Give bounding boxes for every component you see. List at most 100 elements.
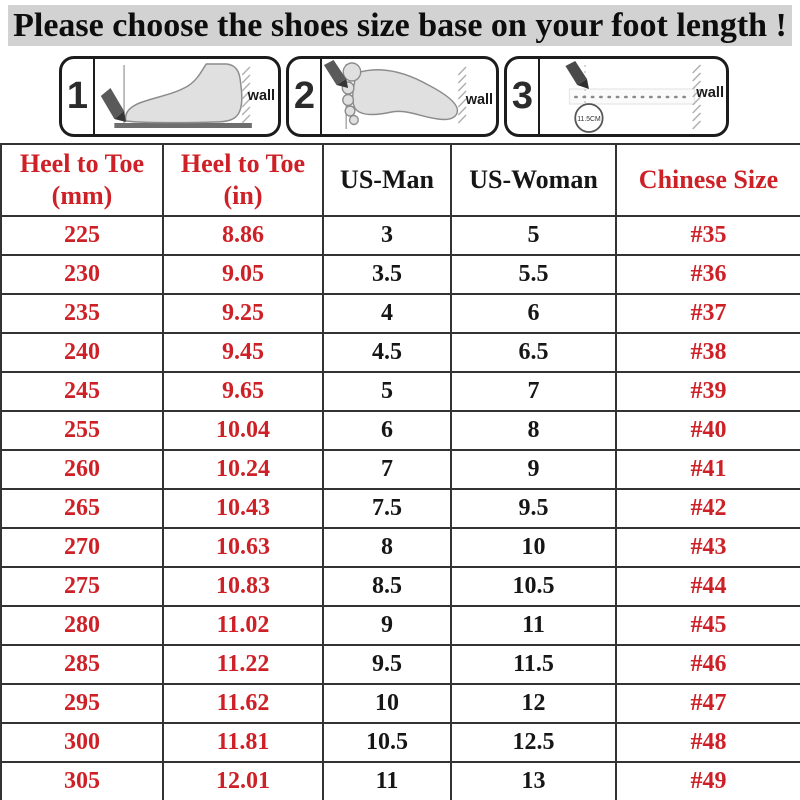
table-row: 305 12.01 11 13 #49 [0, 761, 800, 800]
cell-mm: 245 [0, 371, 164, 412]
header-us-woman: US-Woman [450, 143, 617, 217]
measure-circle [574, 103, 604, 133]
cell-cn: #35 [615, 215, 800, 256]
measure-value-label: 11.5CM [577, 116, 601, 123]
wall-label: wall [695, 85, 724, 101]
cell-us_woman: 9.5 [450, 488, 617, 529]
cell-in: 10.04 [162, 410, 324, 451]
table-row: 280 11.02 9 11 #45 [0, 605, 800, 646]
cell-in: 9.05 [162, 254, 324, 295]
step-panel-1: 1 [59, 56, 281, 137]
size-table-body: 225 8.86 3 5 #35 230 9.05 3.5 5.5 #36 235 9.25 4 6 #37… [0, 215, 800, 800]
pencil-tip [114, 111, 126, 122]
table-row: 255 10.04 6 8 #40 [0, 410, 800, 451]
table-row: 265 10.43 7.5 9.5 #42 [0, 488, 800, 529]
cell-us_woman: 11.5 [450, 644, 617, 685]
table-row: 240 9.45 4.5 6.5 #38 [0, 332, 800, 373]
cell-us_man: 7.5 [322, 488, 452, 529]
pencil-icon [565, 61, 587, 85]
cell-mm: 270 [0, 527, 164, 568]
cell-mm: 280 [0, 605, 164, 646]
table-row: 235 9.25 4 6 #37 [0, 293, 800, 334]
cell-us_woman: 5.5 [450, 254, 617, 295]
cell-cn: #36 [615, 254, 800, 295]
cell-mm: 255 [0, 410, 164, 451]
foot-sole-shape [352, 69, 459, 121]
cell-us_woman: 10 [450, 527, 617, 568]
cell-cn: #44 [615, 566, 800, 607]
header-chinese-size: Chinese Size [615, 143, 800, 217]
header-us-man: US-Man [322, 143, 452, 217]
cell-cn: #41 [615, 449, 800, 490]
cell-cn: #39 [615, 371, 800, 412]
cell-us_man: 3 [322, 215, 452, 256]
cell-in: 11.62 [162, 683, 324, 724]
wall-hatch-icon [457, 66, 467, 124]
cell-us_man: 9 [322, 605, 452, 646]
cell-cn: #48 [615, 722, 800, 763]
cell-in: 9.65 [162, 371, 324, 412]
cell-cn: #40 [615, 410, 800, 451]
cell-us_man: 9.5 [322, 644, 452, 685]
cell-us_woman: 9 [450, 449, 617, 490]
cell-us_man: 8 [322, 527, 452, 568]
step-3-number: 3 [507, 59, 540, 134]
cell-mm: 295 [0, 683, 164, 724]
step-2-number: 2 [289, 59, 322, 134]
cell-mm: 235 [0, 293, 164, 334]
cell-mm: 240 [0, 332, 164, 373]
cell-us_man: 11 [322, 761, 452, 800]
header-line1: US-Man [340, 164, 434, 194]
cell-us_woman: 13 [450, 761, 617, 800]
cell-mm: 300 [0, 722, 164, 763]
cell-us_woman: 10.5 [450, 566, 617, 607]
cell-cn: #46 [615, 644, 800, 685]
header-line1: Heel to Toe [19, 148, 145, 178]
cell-us_woman: 8 [450, 410, 617, 451]
cell-us_man: 8.5 [322, 566, 452, 607]
cell-in: 12.01 [162, 761, 324, 800]
cell-cn: #38 [615, 332, 800, 373]
cell-mm: 285 [0, 644, 164, 685]
table-row: 295 11.62 10 12 #47 [0, 683, 800, 724]
header-line1: Heel to Toe [180, 148, 306, 178]
cell-us_woman: 11 [450, 605, 617, 646]
wall-hatch-icon [241, 66, 251, 124]
cell-mm: 260 [0, 449, 164, 490]
cell-mm: 225 [0, 215, 164, 256]
cell-mm: 265 [0, 488, 164, 529]
step-1-illustration: wall [95, 59, 278, 134]
cell-us_man: 10 [322, 683, 452, 724]
cell-us_woman: 7 [450, 371, 617, 412]
cell-cn: #43 [615, 527, 800, 568]
pencil-tip [577, 79, 589, 89]
cell-cn: #37 [615, 293, 800, 334]
cell-in: 9.25 [162, 293, 324, 334]
cell-cn: #49 [615, 761, 800, 800]
pencil-icon [100, 88, 125, 119]
step-1-number: 1 [62, 59, 95, 134]
table-row: 285 11.22 9.5 11.5 #46 [0, 644, 800, 685]
measurement-steps: 1 [59, 56, 729, 137]
cell-cn: #45 [615, 605, 800, 646]
cell-cn: #47 [615, 683, 800, 724]
table-row: 270 10.63 8 10 #43 [0, 527, 800, 568]
cell-us_man: 4.5 [322, 332, 452, 373]
ground-bar [114, 123, 252, 128]
cell-us_man: 6 [322, 410, 452, 451]
step-panel-3: 3 11.5CM [504, 56, 729, 137]
title-banner: Please choose the shoes size base on you… [8, 5, 792, 46]
cell-in: 11.22 [162, 644, 324, 685]
cell-in: 10.24 [162, 449, 324, 490]
table-row: 245 9.65 5 7 #39 [0, 371, 800, 412]
cell-in: 8.86 [162, 215, 324, 256]
cell-us_man: 5 [322, 371, 452, 412]
table-row: 275 10.83 8.5 10.5 #44 [0, 566, 800, 607]
header-line2: (in) [223, 181, 263, 210]
wall-label: wall [465, 92, 493, 108]
header-line2: (mm) [51, 181, 113, 210]
size-table: Heel to Toe (mm) Heel to Toe (in) US-Man… [0, 143, 800, 800]
cell-us_woman: 12.5 [450, 722, 617, 763]
cell-in: 10.63 [162, 527, 324, 568]
pencil-icon [323, 60, 347, 85]
